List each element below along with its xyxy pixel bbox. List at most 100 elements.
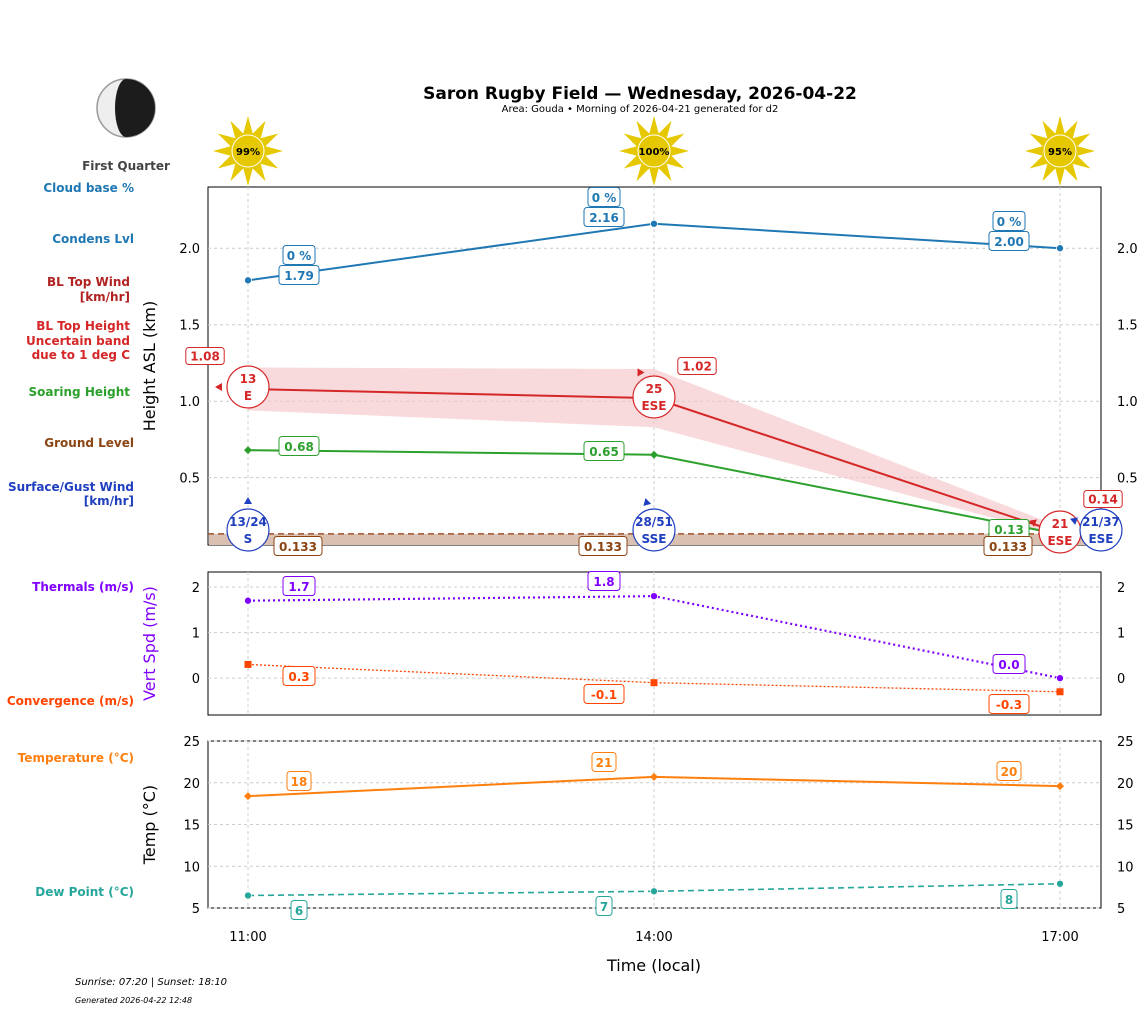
convergence-label-box bbox=[282, 666, 316, 686]
temperature-point bbox=[650, 772, 658, 781]
surface-wind-direction: S bbox=[244, 532, 253, 546]
label-temperature: Temperature (°C) bbox=[18, 751, 134, 765]
y-tick-label-right: 10 bbox=[1117, 860, 1134, 875]
generated-time: Generated 2026-04-22 12:48 bbox=[75, 996, 192, 1005]
soaring-label: 0.68 bbox=[284, 440, 314, 454]
convergence-label: 0.3 bbox=[288, 670, 309, 684]
y-tick-label-right: 20 bbox=[1117, 777, 1134, 792]
dew-point bbox=[244, 891, 252, 900]
dew-point bbox=[1056, 879, 1064, 888]
condens-label: 1.79 bbox=[284, 269, 314, 283]
label-soaring: Soaring Height bbox=[29, 385, 131, 399]
thermals-label: 1.8 bbox=[593, 575, 614, 589]
soaring-label: 0.13 bbox=[994, 523, 1024, 537]
temperature-label-box bbox=[996, 761, 1022, 781]
y-tick-label: 0.5 bbox=[179, 472, 200, 487]
dew-label-box bbox=[290, 900, 308, 920]
sun-disc bbox=[637, 134, 671, 168]
condens-label-box bbox=[278, 265, 320, 285]
soaring-point bbox=[650, 450, 658, 459]
label-bl-wind: BL Top Wind bbox=[47, 275, 130, 289]
condens-point bbox=[1056, 244, 1064, 253]
convergence-point bbox=[244, 660, 252, 668]
soaring-label: 0.65 bbox=[589, 445, 619, 459]
thermals-point bbox=[244, 596, 252, 605]
label-bl-wind-unit: [km/hr] bbox=[80, 290, 130, 304]
bl-top-label: 1.02 bbox=[682, 360, 712, 374]
dew-label: 8 bbox=[1005, 893, 1013, 907]
thermals-label: 0.0 bbox=[998, 658, 1019, 672]
temperature-label-box bbox=[591, 752, 617, 772]
y-tick-label: 10 bbox=[183, 860, 200, 875]
ground-label: 0.133 bbox=[279, 540, 317, 554]
surface-wind-arrow-icon bbox=[1069, 517, 1078, 525]
dew-label: 7 bbox=[600, 900, 608, 914]
moon-icon bbox=[96, 78, 156, 138]
bl-top-label: 1.08 bbox=[190, 350, 220, 364]
label-dew: Dew Point (°C) bbox=[35, 885, 134, 899]
thermals-label-box bbox=[992, 654, 1026, 674]
convergence-label: -0.1 bbox=[591, 688, 617, 702]
cloud-base-label-box bbox=[587, 187, 621, 207]
y-tick-label: 1 bbox=[192, 627, 200, 642]
bl-top-label-box bbox=[677, 357, 717, 375]
label-cloud-base: Cloud base % bbox=[43, 181, 134, 195]
label-bl-band: Uncertain band bbox=[26, 334, 130, 348]
bl-wind-direction: E bbox=[244, 389, 252, 403]
surface-wind-circle bbox=[1079, 508, 1123, 552]
y-tick-label: 0 bbox=[192, 672, 200, 687]
sun-disc bbox=[231, 134, 265, 168]
bl-top-label-box bbox=[1083, 490, 1123, 508]
y-tick-label: 15 bbox=[183, 819, 200, 834]
surface-wind-circle bbox=[226, 508, 270, 552]
ground-label-box bbox=[273, 536, 323, 556]
temperature-point bbox=[1056, 782, 1064, 791]
bl-wind-speed: 21 bbox=[1052, 517, 1069, 531]
condens-label-box bbox=[583, 207, 625, 227]
sun-disc bbox=[1043, 134, 1077, 168]
sun-percentage: 99% bbox=[236, 147, 260, 158]
surface-wind-circle bbox=[632, 508, 676, 552]
bl-wind-speed: 13 bbox=[240, 372, 257, 386]
y-tick-label: 20 bbox=[183, 777, 200, 792]
y-axis-label: Vert Spd (m/s) bbox=[140, 586, 159, 701]
condens-point bbox=[244, 276, 252, 285]
label-convergence: Convergence (m/s) bbox=[7, 694, 134, 708]
y-tick-label-right: 0.5 bbox=[1117, 472, 1138, 487]
y-tick-label: 25 bbox=[183, 735, 200, 750]
surface-wind-direction: ESE bbox=[1088, 532, 1113, 546]
y-tick-label-right: 2 bbox=[1117, 581, 1125, 596]
ground-label: 0.133 bbox=[989, 540, 1027, 554]
ground-label: 0.133 bbox=[584, 540, 622, 554]
dew-label-box bbox=[1000, 889, 1018, 909]
thermals-label: 1.7 bbox=[288, 580, 309, 594]
temperature-label: 21 bbox=[596, 756, 613, 770]
thermals-point bbox=[1056, 674, 1064, 682]
x-tick-label: 11:00 bbox=[229, 930, 266, 945]
condens-label: 2.16 bbox=[589, 211, 619, 225]
dew-point bbox=[650, 887, 658, 896]
condens-label-box bbox=[988, 231, 1030, 251]
chart-subtitle: Area: Gouda • Morning of 2026-04-21 gene… bbox=[502, 104, 779, 115]
surface-wind-arrow-icon bbox=[244, 497, 252, 504]
temperature-label: 18 bbox=[291, 775, 308, 789]
x-axis-label: Time (local) bbox=[606, 956, 701, 975]
x-tick-label: 17:00 bbox=[1041, 930, 1078, 945]
condens-point bbox=[650, 219, 658, 228]
sun-percentage: 95% bbox=[1048, 147, 1072, 158]
y-axis-label: Height ASL (km) bbox=[140, 301, 159, 431]
convergence-point bbox=[650, 679, 658, 687]
condens-label: 2.00 bbox=[994, 235, 1024, 249]
bl-wind-speed: 25 bbox=[646, 382, 663, 396]
thermals-label-box bbox=[282, 576, 316, 596]
bl-wind-arrow-icon bbox=[215, 383, 222, 391]
y-tick-label-right: 1.0 bbox=[1117, 395, 1138, 410]
label-ground: Ground Level bbox=[44, 436, 134, 450]
y-tick-label-right: 1.5 bbox=[1117, 319, 1138, 334]
dew-line bbox=[247, 882, 1061, 897]
label-bl-top: BL Top Height bbox=[36, 319, 130, 333]
thermals-label-box bbox=[587, 571, 621, 591]
surface-wind-arrow-icon bbox=[643, 498, 652, 506]
label-surface-wind-unit: [km/hr] bbox=[84, 494, 134, 508]
